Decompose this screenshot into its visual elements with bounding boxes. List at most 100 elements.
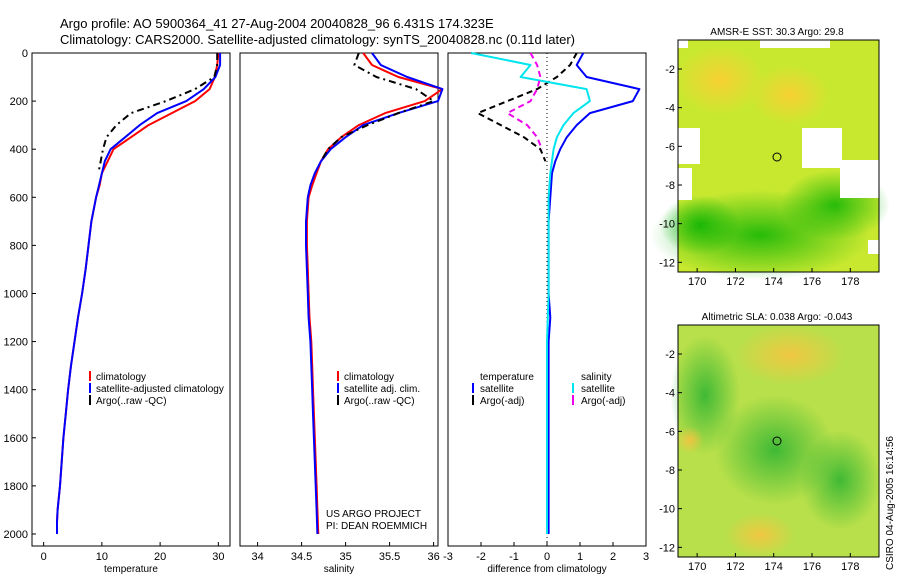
sla-low-patch bbox=[800, 430, 880, 530]
sst-xtick-label: 176 bbox=[803, 276, 821, 288]
sla-float-marker bbox=[772, 436, 782, 446]
salinity-xtick-label: 34.5 bbox=[291, 551, 312, 563]
difference-xtick-label: -1 bbox=[509, 551, 519, 563]
legend-label: satellite-adjusted climatology bbox=[96, 384, 224, 395]
sla-ytick-label: -8 bbox=[665, 465, 675, 477]
project-annotation: US ARGO PROJECT bbox=[326, 509, 421, 520]
temperature-xlabel: temperature bbox=[104, 564, 158, 575]
sst-ytick-label: -12 bbox=[659, 257, 675, 269]
temperature-series-satellite-adjusted-climatology bbox=[56, 53, 222, 534]
depth-tick-label: 1400 bbox=[4, 385, 28, 397]
sla-map-frame bbox=[677, 324, 880, 558]
sla-xtick-label: 178 bbox=[841, 561, 859, 573]
difference-series-salinity-argo-adj- bbox=[506, 52, 543, 150]
sst-map-axes: 170 172 174 176 178 -2 -4 -6 -8 -10 -12 bbox=[659, 64, 859, 288]
difference-xtick-label: 2 bbox=[610, 551, 616, 563]
salinity-plot: 34 34.5 35 35.5 36 bbox=[251, 52, 444, 563]
pi-annotation: PI: DEAN ROEMMICH bbox=[326, 521, 427, 532]
footer-stamp: CSIRO 04-Aug-2005 16:14:56 bbox=[885, 436, 896, 570]
sla-high-patch bbox=[725, 513, 795, 557]
sst-missing-data bbox=[760, 40, 830, 48]
depth-tick-label: 1000 bbox=[4, 288, 28, 300]
sla-ytick-label: -4 bbox=[665, 388, 675, 400]
legend-label: Argo(..raw -QC) bbox=[344, 396, 415, 407]
sla-xtick-label: 176 bbox=[803, 561, 821, 573]
depth-tick-label: 1200 bbox=[4, 337, 28, 349]
sst-warm-patch bbox=[750, 65, 830, 125]
difference-xtick-label: -3 bbox=[443, 551, 453, 563]
salinity-series-climatology bbox=[305, 52, 444, 535]
legend-heading-temperature: temperature bbox=[480, 372, 534, 383]
header-line1: Argo profile: AO 5900364_41 27-Aug-2004 … bbox=[60, 16, 494, 31]
legend-heading-salinity: salinity bbox=[581, 372, 612, 383]
sst-xtick-label: 178 bbox=[841, 276, 859, 288]
difference-plot: -3 -2 -1 0 1 2 3 bbox=[443, 52, 649, 563]
temperature-series-argo-raw-qc- bbox=[97, 53, 219, 174]
sla-map-title: Altimetric SLA: 0.038 Argo: -0.043 bbox=[702, 312, 853, 323]
legend-label: climatology bbox=[96, 372, 146, 383]
temperature-panel-frame bbox=[31, 52, 231, 547]
legend-label: satellite adj. clim. bbox=[344, 384, 420, 395]
depth-tick-label: 0 bbox=[22, 48, 28, 60]
temperature-xtick-label: 10 bbox=[96, 551, 108, 563]
salinity-panel-frame bbox=[239, 52, 439, 547]
salinity-xtick-label: 35 bbox=[339, 551, 351, 563]
sla-map bbox=[670, 324, 880, 558]
salinity-xlabel: salinity bbox=[324, 564, 355, 575]
difference-xtick-label: 0 bbox=[544, 551, 550, 563]
depth-tick-label: 1800 bbox=[4, 481, 28, 493]
depth-axis: 0 200 400 600 800 1000 1200 1400 1600 1800 2000 bbox=[4, 48, 36, 541]
sst-warm-patch bbox=[675, 45, 765, 115]
temperature-legend: climatology satellite-adjusted climatolo… bbox=[89, 371, 224, 407]
sla-xtick-label: 170 bbox=[688, 561, 706, 573]
salinity-xtick-label: 35.5 bbox=[379, 551, 400, 563]
sla-xtick-label: 174 bbox=[765, 561, 783, 573]
sst-missing-data bbox=[802, 128, 842, 168]
sst-ytick-label: -10 bbox=[659, 219, 675, 231]
sst-float-marker bbox=[772, 152, 782, 162]
sst-cool-patch bbox=[660, 195, 740, 255]
salinity-xtick-label: 34 bbox=[251, 551, 263, 563]
depth-tick-label: 200 bbox=[10, 96, 28, 108]
sst-map-frame bbox=[677, 39, 880, 273]
depth-tick-label: 1600 bbox=[4, 433, 28, 445]
sla-map-axes: 170 172 174 176 178 -2 -4 -6 -8 -10 -12 bbox=[659, 349, 859, 573]
temperature-xtick-label: 0 bbox=[41, 551, 47, 563]
legend-label: satellite bbox=[581, 384, 615, 395]
difference-legend: temperature satellite Argo(-adj) salinit… bbox=[472, 372, 625, 407]
difference-series-salinity-satellite bbox=[470, 52, 591, 534]
sst-xtick-label: 174 bbox=[765, 276, 783, 288]
difference-xtick-label: 3 bbox=[643, 551, 649, 563]
sla-high-patch bbox=[676, 426, 704, 454]
sst-map bbox=[650, 39, 890, 280]
sla-ytick-label: -12 bbox=[659, 542, 675, 554]
header-line2: Climatology: CARS2000. Satellite-adjuste… bbox=[60, 32, 575, 47]
sst-map-title: AMSR-E SST: 30.3 Argo: 29.8 bbox=[710, 27, 844, 38]
salinity-series-argo-raw-qc- bbox=[320, 52, 435, 162]
sla-ytick-label: -2 bbox=[665, 349, 675, 361]
sla-high-patch bbox=[735, 325, 845, 385]
depth-tick-label: 400 bbox=[10, 144, 28, 156]
sst-missing-data bbox=[678, 40, 688, 48]
difference-series-temperature-argo-adj- bbox=[476, 52, 578, 162]
difference-series-temperature-satellite bbox=[547, 52, 641, 534]
legend-label: Argo(..raw -QC) bbox=[96, 396, 167, 407]
difference-xtick-label: -2 bbox=[476, 551, 486, 563]
legend-label: satellite bbox=[480, 384, 514, 395]
difference-xtick-label: 1 bbox=[577, 551, 583, 563]
depth-tick-label: 600 bbox=[10, 192, 28, 204]
sst-missing-data bbox=[840, 160, 879, 198]
temperature-plot: 0 10 20 30 bbox=[41, 52, 224, 563]
temperature-xtick-label: 30 bbox=[212, 551, 224, 563]
sst-xtick-label: 172 bbox=[726, 276, 744, 288]
temperature-xtick-label: 20 bbox=[154, 551, 166, 563]
sla-ytick-label: -10 bbox=[659, 504, 675, 516]
profile-panels: 0 10 20 30 34 34.5 35 35.5 36 -3 -2 -1 0 1 2 3 bbox=[41, 52, 649, 563]
salinity-series-satellite-adj-clim- bbox=[305, 52, 444, 535]
sst-missing-data bbox=[678, 128, 700, 164]
sst-ytick-label: -4 bbox=[665, 103, 675, 115]
legend-label: climatology bbox=[344, 372, 394, 383]
sla-xtick-label: 172 bbox=[726, 561, 744, 573]
depth-tick-label: 800 bbox=[10, 240, 28, 252]
